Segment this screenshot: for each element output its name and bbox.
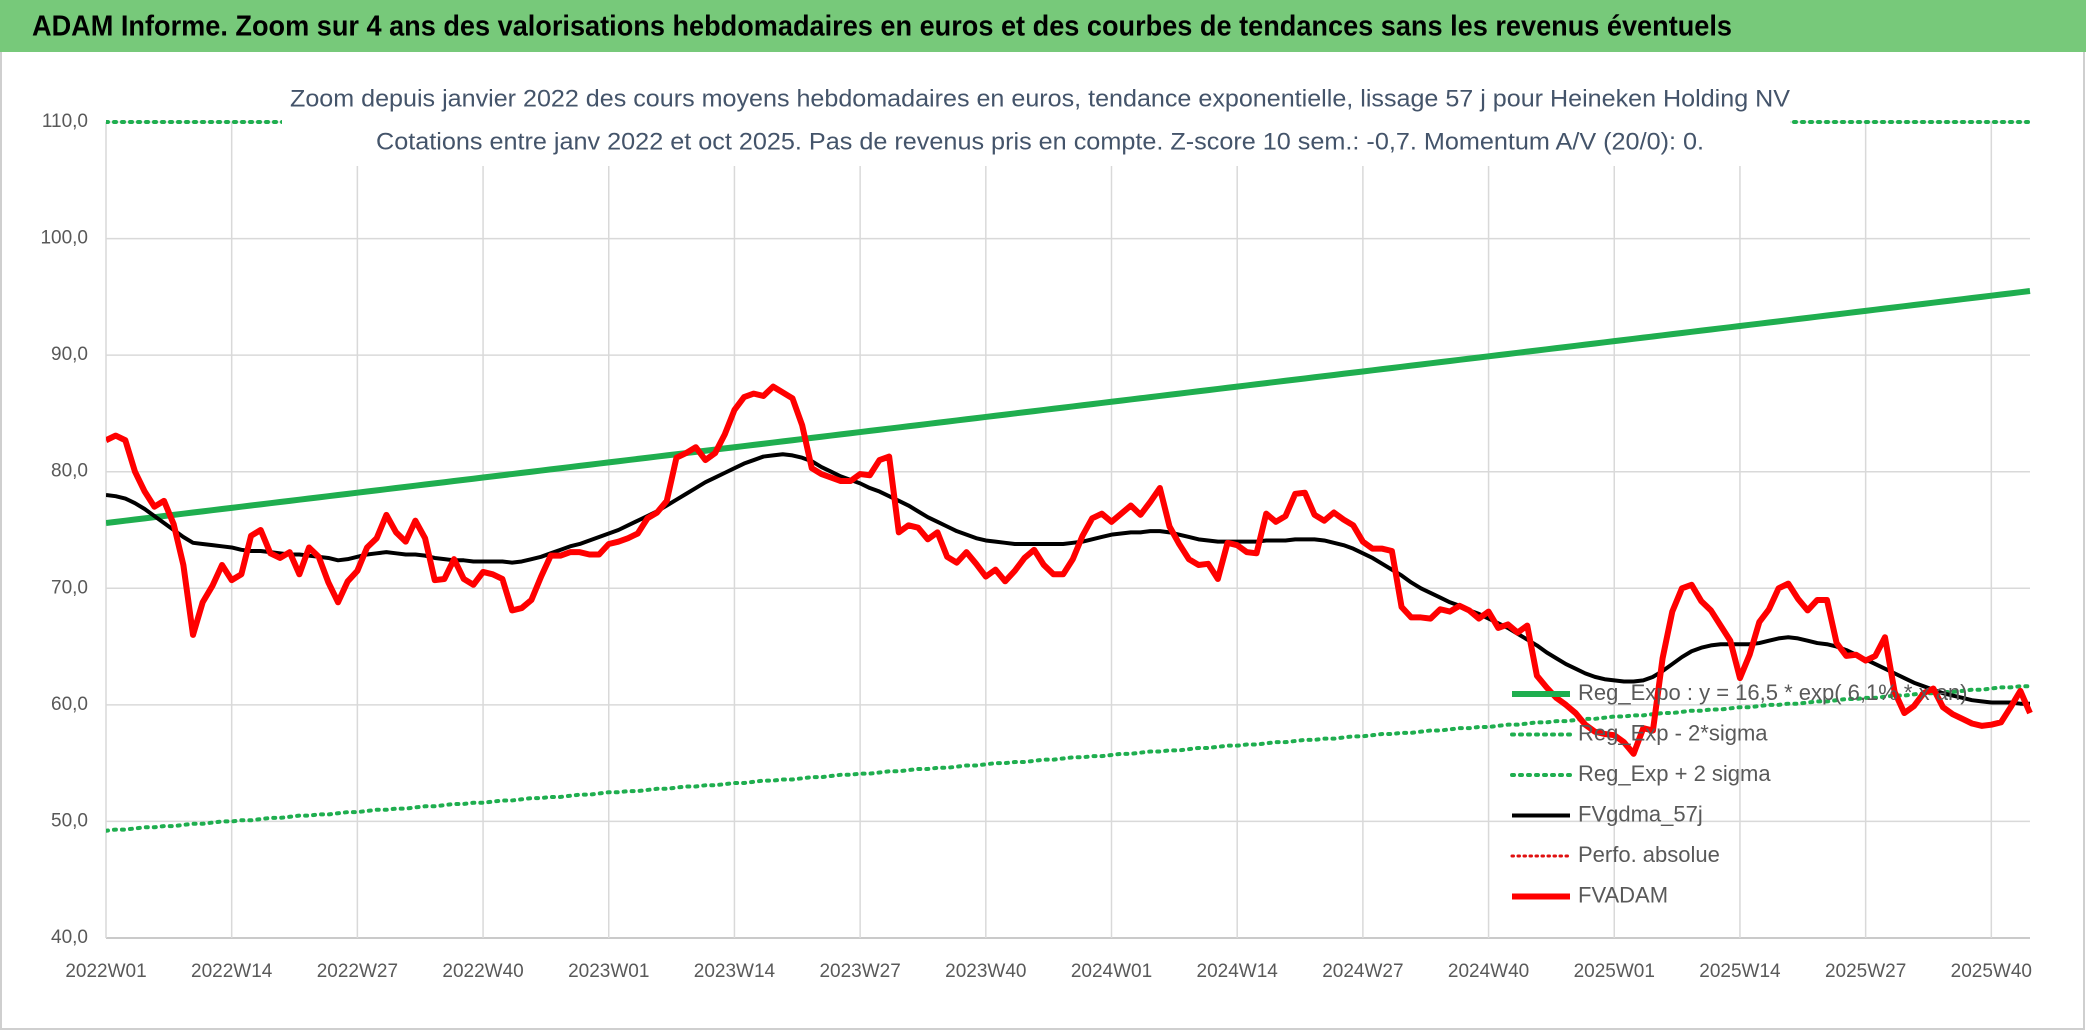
title-background	[282, 76, 1790, 166]
chart-subtitle: Cotations entre janv 2022 et oct 2025. P…	[376, 128, 1704, 155]
x-tick-label: 2025W40	[1951, 961, 2032, 982]
header-bar	[0, 0, 2086, 52]
x-tick-label: 2022W14	[191, 961, 273, 982]
x-tick-label: 2024W40	[1448, 961, 1529, 982]
x-tick-label: 2022W01	[65, 961, 146, 982]
header-title: ADAM Informe. Zoom sur 4 ans des valoris…	[32, 11, 1732, 43]
x-tick-label: 2024W01	[1071, 961, 1152, 982]
y-tick-label: 100,0	[40, 228, 88, 249]
series-line	[106, 383, 2033, 757]
y-tick-label: 110,0	[42, 111, 88, 132]
legend-label: Reg_Exp + 2 sigma	[1578, 761, 1771, 786]
legend-label: Perfo. absolue	[1578, 842, 1720, 867]
legend-label: FVADAM	[1578, 882, 1668, 907]
y-tick-label: 90,0	[51, 344, 88, 365]
y-tick-label: 70,0	[51, 577, 88, 598]
x-tick-label: 2024W27	[1322, 961, 1403, 982]
y-tick-label: 40,0	[51, 927, 88, 948]
x-tick-label: 2023W40	[945, 961, 1026, 982]
legend: Reg_Expo : y = 16,5 * exp( 6,1% * x an) R…	[1510, 680, 1968, 907]
series-line	[106, 288, 2031, 526]
legend-label: FVgdma_57j	[1578, 801, 1703, 826]
x-tick-label: 2025W01	[1574, 961, 1655, 982]
x-tick-label: 2025W14	[1699, 961, 1781, 982]
x-tick-label: 2022W27	[317, 961, 398, 982]
chart-title: Zoom depuis janvier 2022 des cours moyen…	[290, 85, 1790, 112]
x-tick-label: 2022W40	[442, 961, 523, 982]
x-tick-label: 2023W27	[819, 961, 900, 982]
x-tick-label: 2023W14	[694, 961, 776, 982]
x-tick-label: 2025W27	[1825, 961, 1906, 982]
x-tick-label: 2024W14	[1197, 961, 1279, 982]
series-line	[106, 684, 2032, 833]
y-tick-label: 50,0	[51, 810, 88, 831]
legend-label: Reg_Expo : y = 16,5 * exp( 6,1% * x an)	[1578, 680, 1968, 705]
legend-label: Reg_Exp - 2*sigma	[1578, 720, 1768, 745]
y-tick-label: 80,0	[51, 461, 88, 482]
x-tick-label: 2023W01	[568, 961, 649, 982]
grid: 40,0 50,0 60,0 70,0 80,0 90,0 100,0 110,0 2022W0…	[40, 111, 2032, 982]
y-tick-label: 60,0	[51, 694, 88, 715]
